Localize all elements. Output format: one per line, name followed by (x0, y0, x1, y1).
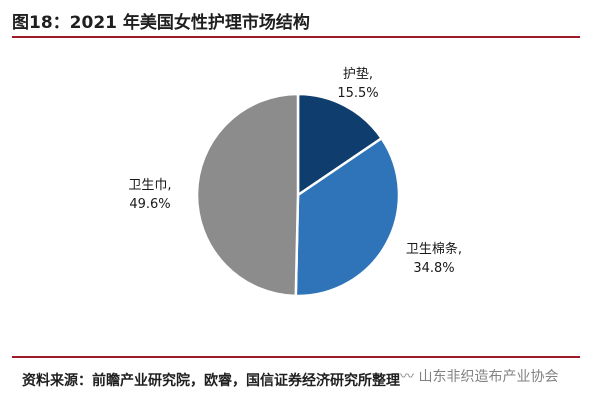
top-divider (12, 36, 580, 38)
slice-value-label-1: 15.5% (337, 86, 378, 101)
bottom-divider (12, 356, 580, 358)
watermark-text: 〰 山东非织造布产业协会 (400, 369, 559, 385)
slice-value-label-2: 34.8% (413, 261, 454, 276)
source-note: 资料来源：前瞻产业研究院，欧睿，国信证券经济研究所整理 (22, 373, 400, 389)
slice-label-1: 护垫, (343, 66, 373, 82)
pie-slice-3 (195, 92, 300, 298)
pie-slice-2 (294, 136, 401, 298)
pie-slice-1 (296, 92, 384, 198)
pie-chart: 护垫, 15.5% 卫生棉条, 34.8% 卫生巾, 49.6% (128, 66, 462, 298)
slice-label-3: 卫生巾, (128, 178, 171, 193)
slice-value-label-3: 49.6% (129, 197, 170, 212)
slice-label-2: 卫生棉条, (406, 241, 462, 257)
figure-title: 图18：2021 年美国女性护理市场结构 (12, 13, 310, 33)
